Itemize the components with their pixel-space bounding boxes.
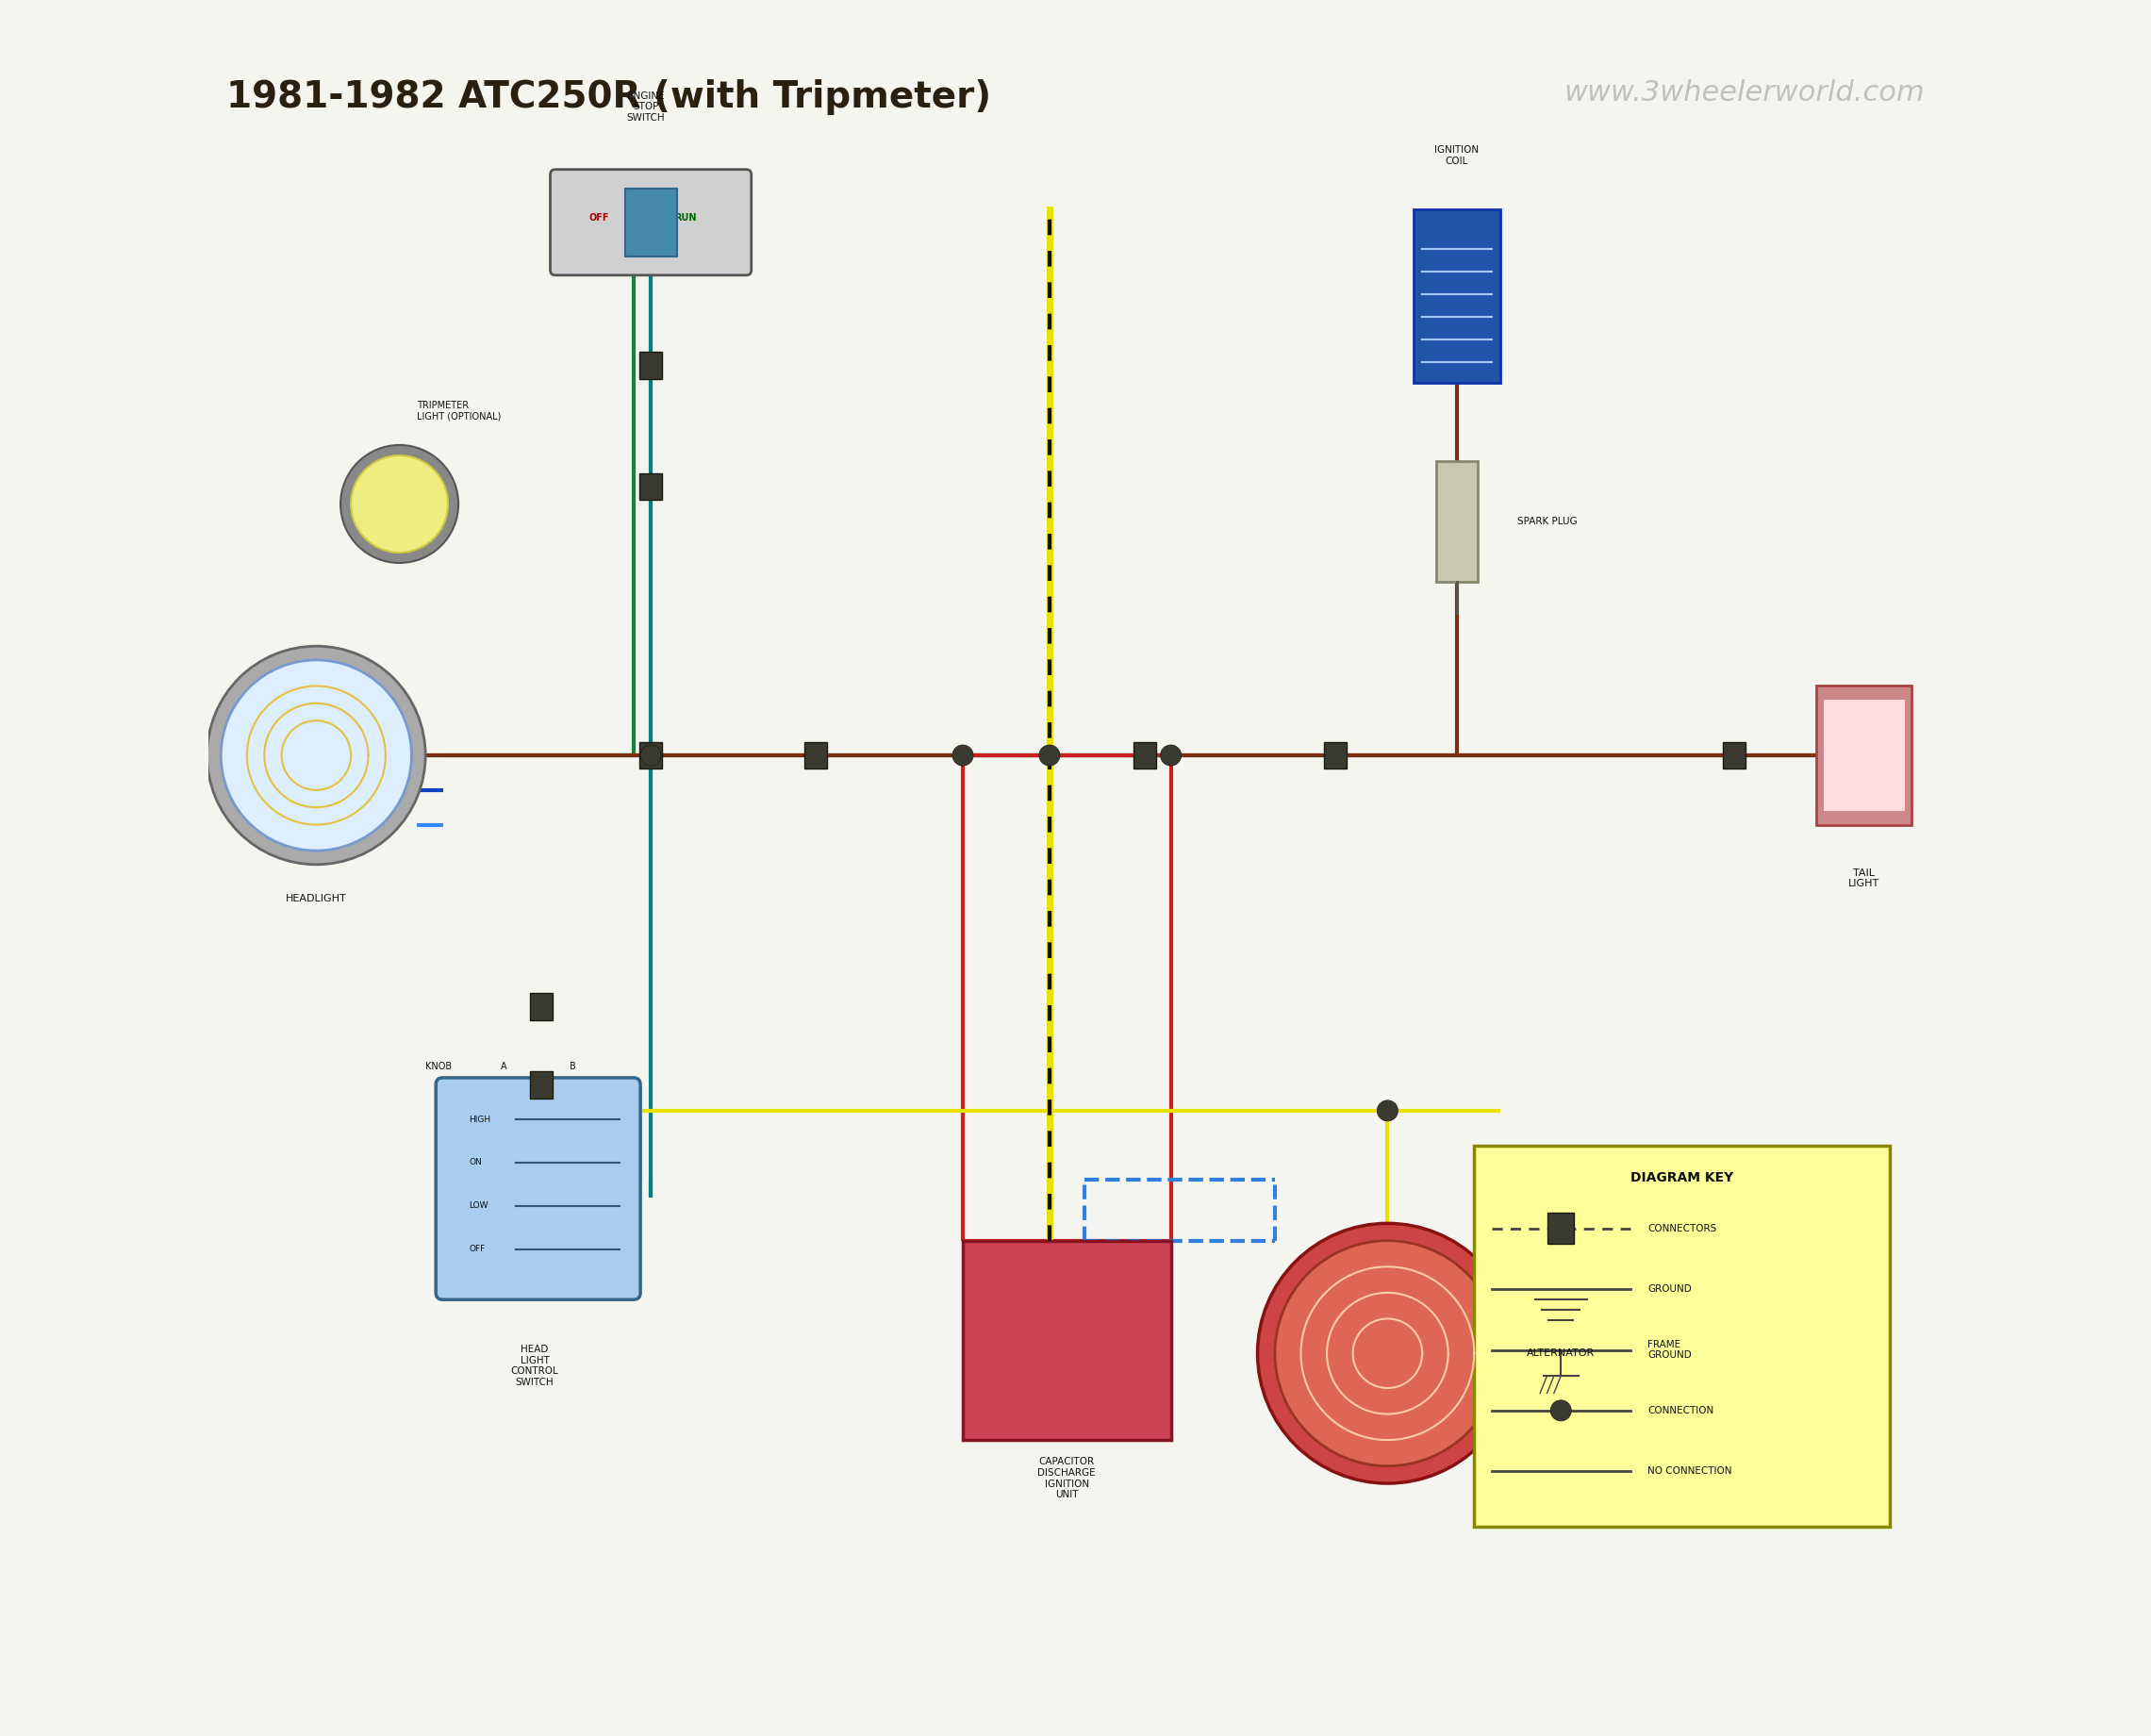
- Text: 1981-1982 ATC250R (with Tripmeter): 1981-1982 ATC250R (with Tripmeter): [226, 80, 992, 115]
- Circle shape: [953, 745, 972, 766]
- Bar: [531, 1071, 553, 1099]
- Text: HIGH: HIGH: [469, 1115, 490, 1123]
- Text: B: B: [570, 1061, 576, 1071]
- Circle shape: [340, 444, 458, 562]
- Circle shape: [206, 646, 426, 865]
- Circle shape: [1377, 1101, 1398, 1121]
- Bar: [1134, 741, 1155, 769]
- Text: ENGINE
STOP
SWITCH: ENGINE STOP SWITCH: [626, 92, 665, 123]
- Text: www.3wheelerworld.com: www.3wheelerworld.com: [1564, 80, 1925, 106]
- Bar: [639, 352, 663, 378]
- Text: HEADLIGHT: HEADLIGHT: [286, 894, 346, 903]
- Text: IGNITION
COIL: IGNITION COIL: [1435, 146, 1480, 167]
- Text: RUN: RUN: [675, 214, 697, 222]
- Bar: [1325, 741, 1347, 769]
- Text: CONNECTORS: CONNECTORS: [1648, 1224, 1716, 1233]
- Bar: [639, 474, 663, 500]
- Circle shape: [1039, 745, 1060, 766]
- Circle shape: [1276, 1241, 1499, 1465]
- Text: CAPACITOR
DISCHARGE
IGNITION
UNIT: CAPACITOR DISCHARGE IGNITION UNIT: [1037, 1457, 1095, 1500]
- Circle shape: [1551, 1401, 1570, 1422]
- Bar: [1413, 210, 1499, 382]
- Bar: [624, 189, 678, 257]
- Text: SPARK PLUG: SPARK PLUG: [1519, 517, 1577, 526]
- Bar: [639, 741, 663, 769]
- Text: FRAME
GROUND: FRAME GROUND: [1648, 1340, 1691, 1359]
- Text: ALTERNATOR: ALTERNATOR: [1527, 1349, 1594, 1358]
- Bar: [1818, 686, 1912, 825]
- Circle shape: [1159, 745, 1181, 766]
- Text: ON: ON: [469, 1158, 482, 1167]
- Bar: [1473, 1146, 1891, 1526]
- Circle shape: [351, 455, 447, 552]
- Text: LOW: LOW: [469, 1201, 488, 1210]
- Bar: [1824, 700, 1906, 811]
- FancyBboxPatch shape: [551, 170, 751, 276]
- Bar: [1437, 460, 1478, 582]
- Text: NO CONNECTION: NO CONNECTION: [1648, 1467, 1732, 1476]
- Text: CONNECTION: CONNECTION: [1648, 1406, 1714, 1415]
- Text: TAIL
LIGHT: TAIL LIGHT: [1848, 868, 1880, 889]
- Text: DIAGRAM KEY: DIAGRAM KEY: [1630, 1172, 1734, 1184]
- Bar: [964, 1241, 1170, 1441]
- Bar: [531, 993, 553, 1021]
- Text: HEAD
LIGHT
CONTROL
SWITCH: HEAD LIGHT CONTROL SWITCH: [510, 1345, 559, 1387]
- Text: OFF: OFF: [469, 1245, 486, 1253]
- Bar: [1549, 1213, 1575, 1245]
- Text: OFF: OFF: [589, 214, 609, 222]
- Circle shape: [1258, 1224, 1519, 1483]
- Circle shape: [222, 660, 411, 851]
- Circle shape: [641, 745, 660, 766]
- Bar: [1723, 741, 1744, 769]
- Text: TRIPMETER
LIGHT (OPTIONAL): TRIPMETER LIGHT (OPTIONAL): [417, 401, 501, 420]
- Text: A: A: [501, 1061, 508, 1071]
- FancyBboxPatch shape: [437, 1078, 641, 1300]
- Text: GROUND: GROUND: [1648, 1285, 1691, 1293]
- Bar: [804, 741, 826, 769]
- Text: KNOB: KNOB: [426, 1061, 452, 1071]
